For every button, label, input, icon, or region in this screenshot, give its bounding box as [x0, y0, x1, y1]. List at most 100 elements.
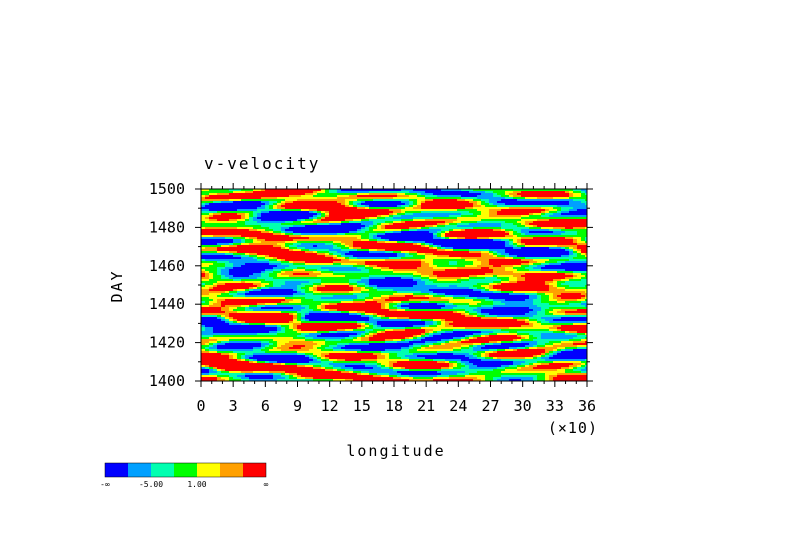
heatmap-cell: [277, 203, 281, 205]
heatmap-cell: [425, 271, 429, 273]
heatmap-cell: [313, 259, 317, 261]
heatmap-cell: [449, 243, 453, 245]
heatmap-cell: [509, 257, 513, 259]
heatmap-cell: [317, 203, 321, 205]
heatmap-cell: [501, 293, 505, 295]
heatmap-cell: [361, 227, 365, 229]
heatmap-cell: [493, 295, 497, 297]
heatmap-cell: [489, 231, 493, 233]
heatmap-cell: [361, 259, 365, 261]
heatmap-cell: [257, 213, 261, 215]
heatmap-cell: [353, 221, 357, 223]
heatmap-cell: [413, 245, 417, 247]
heatmap-cell: [285, 301, 289, 303]
heatmap-cell: [281, 243, 285, 245]
heatmap-cell: [261, 277, 265, 279]
heatmap-cell: [465, 235, 469, 237]
heatmap-cell: [469, 239, 473, 241]
heatmap-cell: [305, 229, 309, 231]
heatmap-cell: [505, 265, 509, 267]
heatmap-cell: [517, 217, 521, 219]
heatmap-cell: [545, 199, 549, 201]
heatmap-cell: [433, 269, 437, 271]
heatmap-cell: [577, 309, 581, 311]
heatmap-cell: [457, 193, 461, 195]
heatmap-cell: [409, 263, 413, 265]
heatmap-cells: [201, 189, 587, 381]
heatmap-cell: [521, 247, 525, 249]
heatmap-cell: [297, 281, 301, 283]
heatmap-cell: [241, 215, 245, 217]
heatmap-cell: [521, 303, 525, 305]
heatmap-cell: [557, 253, 561, 255]
heatmap-cell: [313, 225, 317, 227]
heatmap-cell: [465, 273, 469, 275]
heatmap-cell: [265, 287, 269, 289]
heatmap-cell: [241, 193, 245, 195]
heatmap-cell: [557, 251, 561, 253]
heatmap-cell: [501, 295, 505, 297]
heatmap-cell: [345, 203, 349, 205]
heatmap-cell: [293, 189, 297, 191]
heatmap-cell: [485, 197, 489, 199]
heatmap-cell: [409, 245, 413, 247]
heatmap-cell: [369, 303, 373, 305]
heatmap-cell: [321, 217, 325, 219]
heatmap-cell: [229, 285, 233, 287]
heatmap-cell: [321, 257, 325, 259]
heatmap-cell: [557, 255, 561, 257]
heatmap-cell: [549, 289, 553, 291]
heatmap-cell: [417, 279, 421, 281]
heatmap-cell: [257, 299, 261, 301]
heatmap-cell: [345, 211, 349, 213]
heatmap-cell: [573, 261, 577, 263]
heatmap-cell: [357, 195, 361, 197]
heatmap-cell: [569, 201, 573, 203]
heatmap-cell: [297, 269, 301, 271]
heatmap-cell: [321, 201, 325, 203]
heatmap-cell: [321, 259, 325, 261]
heatmap-cell: [269, 265, 273, 267]
heatmap-cell: [409, 221, 413, 223]
heatmap-cell: [217, 217, 221, 219]
heatmap-cell: [537, 223, 541, 225]
heatmap-cell: [561, 277, 565, 279]
heatmap-cell: [477, 237, 481, 239]
heatmap-cell: [497, 205, 501, 207]
heatmap-cell: [465, 207, 469, 209]
heatmap-cell: [365, 221, 369, 223]
heatmap-cell: [517, 195, 521, 197]
heatmap-cell: [461, 253, 465, 255]
heatmap-cell: [353, 271, 357, 273]
heatmap-cell: [529, 291, 533, 293]
heatmap-cell: [429, 235, 433, 237]
heatmap-cell: [509, 209, 513, 211]
heatmap-cell: [481, 207, 485, 209]
heatmap-cell: [521, 211, 525, 213]
heatmap-cell: [225, 237, 229, 239]
heatmap-cell: [461, 237, 465, 239]
heatmap-cell: [357, 261, 361, 263]
heatmap-cell: [261, 275, 265, 277]
heatmap-cell: [349, 281, 353, 283]
heatmap-cell: [373, 259, 377, 261]
heatmap-cell: [561, 215, 565, 217]
heatmap-cell: [209, 205, 213, 207]
heatmap-cell: [265, 247, 269, 249]
heatmap-cell: [333, 237, 337, 239]
heatmap-cell: [209, 195, 213, 197]
heatmap-cell: [309, 311, 313, 313]
heatmap-cell: [441, 253, 445, 255]
heatmap-cell: [393, 235, 397, 237]
heatmap-cell: [269, 289, 273, 291]
heatmap-cell: [301, 279, 305, 281]
heatmap-cell: [553, 229, 557, 231]
heatmap-cell: [293, 259, 297, 261]
heatmap-cell: [261, 195, 265, 197]
heatmap-cell: [433, 293, 437, 295]
heatmap-cell: [285, 295, 289, 297]
heatmap-cell: [289, 285, 293, 287]
heatmap-cell: [353, 269, 357, 271]
heatmap-cell: [317, 297, 321, 299]
heatmap-cell: [465, 225, 469, 227]
